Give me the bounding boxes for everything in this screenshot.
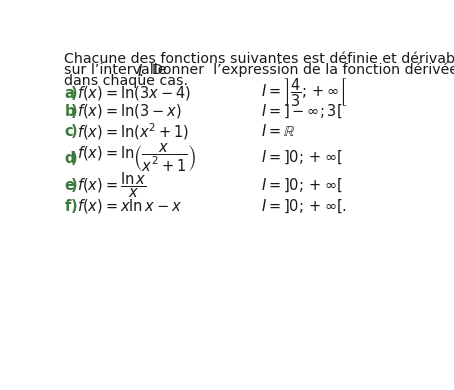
Text: $f(x)=\ln(3x-4)$: $f(x)=\ln(3x-4)$ <box>77 84 191 102</box>
Text: $f(x)=\ln(x^{2}+1)$: $f(x)=\ln(x^{2}+1)$ <box>77 121 189 142</box>
Text: $I=\left]0;+\infty\right[$: $I=\left]0;+\infty\right[$ <box>261 177 342 194</box>
Text: $I=\left]0;+\infty\right[$: $I=\left]0;+\infty\right[$ <box>261 149 342 167</box>
Text: Donner  l’expression de la fonction dérivée: Donner l’expression de la fonction dériv… <box>143 63 454 78</box>
Text: $f(x)=x\ln x-x$: $f(x)=x\ln x-x$ <box>77 197 182 215</box>
Text: $\mathbf{)}$: $\mathbf{)}$ <box>70 103 77 121</box>
Text: $I=\left]-\infty;3\right[$: $I=\left]-\infty;3\right[$ <box>261 103 342 120</box>
Text: $I=\mathbb{R}$: $I=\mathbb{R}$ <box>261 124 295 140</box>
Text: $f(x)=\ln(3-x)$: $f(x)=\ln(3-x)$ <box>77 103 182 121</box>
Text: $I=\left]0;+\infty\right[.$: $I=\left]0;+\infty\right[.$ <box>261 197 346 215</box>
Text: $I\!.$: $I\!.$ <box>137 63 143 79</box>
Text: dans chaque cas.: dans chaque cas. <box>64 74 188 88</box>
Text: $\mathbf{)}$: $\mathbf{)}$ <box>70 149 77 167</box>
Text: $\mathbf{c}$: $\mathbf{c}$ <box>64 124 74 139</box>
Text: $f(x)=\dfrac{\ln x}{x}$: $f(x)=\dfrac{\ln x}{x}$ <box>77 170 147 200</box>
Text: Chacune des fonctions suivantes est définie et dérivable: Chacune des fonctions suivantes est défi… <box>64 52 454 66</box>
Text: sur l’intervalle: sur l’intervalle <box>64 63 171 77</box>
Text: $\mathbf{b}$: $\mathbf{b}$ <box>64 103 76 119</box>
Text: $\mathbf{d}$: $\mathbf{d}$ <box>64 150 75 166</box>
Text: $\mathbf{)}$: $\mathbf{)}$ <box>70 176 77 194</box>
Text: $\mathbf{)}$: $\mathbf{)}$ <box>70 197 77 215</box>
Text: $I=\left]\dfrac{4}{3};+\infty\right[$: $I=\left]\dfrac{4}{3};+\infty\right[$ <box>261 77 347 109</box>
Text: $f(x)=\ln\!\left(\dfrac{x}{x^{2}+1}\right)$: $f(x)=\ln\!\left(\dfrac{x}{x^{2}+1}\righ… <box>77 142 196 174</box>
Text: $\mathbf{)}$: $\mathbf{)}$ <box>70 84 77 102</box>
Text: $\mathbf{e}$: $\mathbf{e}$ <box>64 178 75 193</box>
Text: $\mathbf{a}$: $\mathbf{a}$ <box>64 85 74 101</box>
Text: $\mathbf{f}$: $\mathbf{f}$ <box>64 198 72 214</box>
Text: $\mathbf{)}$: $\mathbf{)}$ <box>70 122 77 140</box>
